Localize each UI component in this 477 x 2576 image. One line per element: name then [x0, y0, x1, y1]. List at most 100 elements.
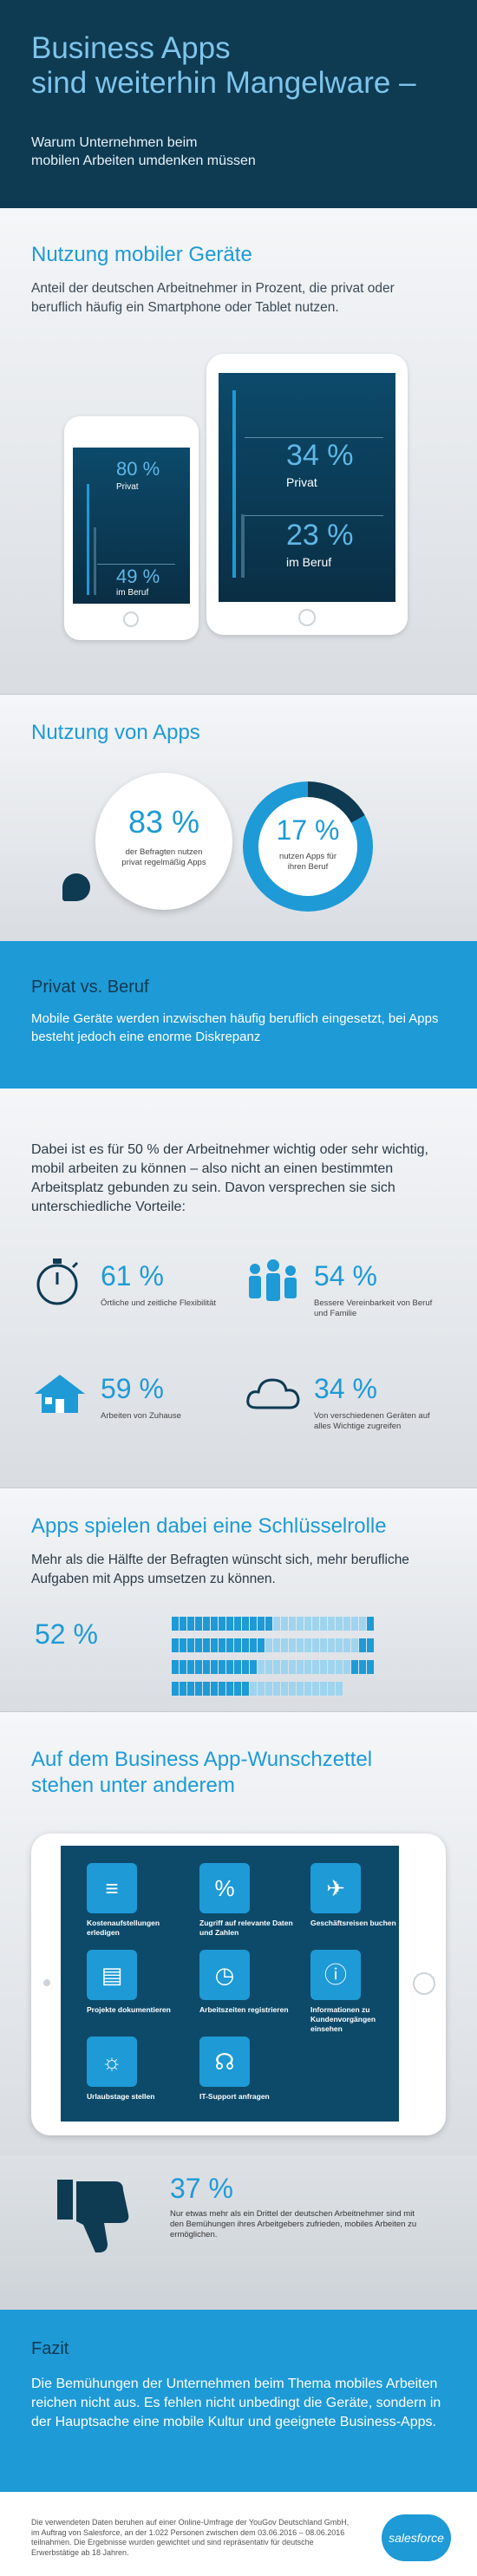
person-icon — [172, 1617, 179, 1631]
wishlist-app[interactable]: ☼ Urlaubstage stellen — [87, 2037, 182, 2102]
person-icon — [219, 1682, 225, 1696]
wishlist-app[interactable]: ⓘ Informationen zu Kundenvorgängen einseh… — [310, 1950, 406, 2034]
person-icon — [359, 1617, 366, 1631]
apps-section: Nutzung von Apps 83 % der Befragten nutz… — [0, 694, 477, 941]
person-icon — [172, 1682, 179, 1696]
person-icon — [343, 1638, 350, 1652]
person-icon — [289, 1617, 296, 1631]
person-icon — [242, 1638, 249, 1652]
family-icon — [249, 1259, 297, 1301]
benefit-text: Örtliche und zeitliche Flexibilität — [101, 1298, 217, 1308]
wishlist-app-label: Urlaubstage stellen — [87, 2092, 155, 2101]
person-icon — [289, 1638, 296, 1652]
person-icon — [242, 1660, 249, 1674]
person-icon — [180, 1617, 186, 1631]
smartphone-privat-bar — [87, 484, 89, 595]
person-icon — [281, 1682, 288, 1696]
person-icon — [203, 1617, 210, 1631]
person-icon — [234, 1660, 241, 1674]
person-icon — [367, 1660, 374, 1674]
page-subtitle: Warum Unternehmen beim mobilen Arbeiten … — [31, 134, 446, 170]
satisfaction-value: 37 % — [170, 2173, 233, 2204]
person-icon — [219, 1638, 225, 1652]
wishlist-tablet-home-button — [413, 1972, 435, 1995]
tablet-divider-1 — [245, 437, 383, 438]
person-icon — [219, 1660, 225, 1674]
person-icon — [328, 1660, 335, 1674]
person-icon — [297, 1660, 304, 1674]
person-icon — [226, 1682, 233, 1696]
person-icon — [265, 1682, 272, 1696]
salesforce-logo[interactable]: salesforce — [382, 2514, 451, 2561]
benefit-value: 59 % — [101, 1373, 164, 1404]
satisfaction-text: Nur etwas mehr als ein Drittel der deuts… — [170, 2209, 417, 2239]
ticket-icon: ✈ — [310, 1863, 361, 1913]
key-role-value: 52 % — [35, 1618, 98, 1650]
wishlist-app-label: Projekte dokumentieren — [87, 2005, 171, 2014]
document-icon: ≡ — [87, 1863, 137, 1913]
person-icon — [211, 1617, 218, 1631]
wishlist-app[interactable]: ◷ Arbeitszeiten registrieren — [199, 1950, 295, 2015]
page-title: Business Apps sind weiterhin Mangelware … — [31, 31, 446, 101]
person-icon — [180, 1682, 186, 1696]
key-role-title: Apps spielen dabei eine Schlüsselrolle — [31, 1514, 387, 1538]
person-icon — [297, 1682, 304, 1696]
person-icon — [211, 1682, 218, 1696]
person-icon — [273, 1682, 280, 1696]
wishlist-section: Auf dem Business App-Wunschzettel stehen… — [0, 1711, 477, 2155]
person-icon — [258, 1617, 265, 1631]
person-icon — [359, 1638, 366, 1652]
wishlist-app-label: Geschäftsreisen buchen — [310, 1919, 396, 1927]
person-icon — [250, 1617, 257, 1631]
business-apps-donut: 17 % nutzen Apps für ihren Beruf — [243, 781, 373, 912]
smartphone-divider — [97, 564, 175, 565]
person-icon — [281, 1638, 288, 1652]
person-icon — [297, 1638, 304, 1652]
person-icon — [211, 1660, 218, 1674]
clock-icon: ◷ — [199, 1950, 250, 2000]
people-grid — [172, 1617, 375, 1703]
person-icon — [336, 1638, 343, 1652]
devices-title: Nutzung mobiler Geräte — [31, 243, 252, 266]
wishlist-app[interactable]: ✈ Geschäftsreisen buchen — [310, 1863, 406, 1928]
person-icon — [187, 1638, 194, 1652]
person-icon — [336, 1682, 343, 1696]
person-icon — [242, 1682, 249, 1696]
person-icon — [312, 1638, 319, 1652]
wishlist-app[interactable]: ▤ Projekte dokumentieren — [87, 1950, 182, 2015]
tablet-beruf-value: 23 % — [286, 519, 354, 552]
smartphone-privat-value: 80 % — [116, 458, 160, 480]
wishlist-app[interactable]: % Zugriff auf relevante Daten und Zahlen — [199, 1863, 295, 1938]
thumbs-down-icon — [57, 2180, 129, 2252]
person-icon — [343, 1660, 350, 1674]
wishlist-app[interactable]: ≡ Kostenaufstellungen erledigen — [87, 1863, 182, 1938]
speech-bubble-tail — [62, 873, 90, 901]
tablet-beruf-bar — [241, 513, 245, 578]
person-icon — [258, 1660, 265, 1674]
devices-intro: Anteil der deutschen Arbeitnehmer in Pro… — [31, 281, 395, 315]
person-icon — [281, 1660, 288, 1674]
person-icon — [328, 1638, 335, 1652]
tablet-home-button — [298, 609, 316, 626]
business-apps-center: 17 % nutzen Apps für ihren Beruf — [258, 797, 357, 896]
person-icon — [351, 1617, 358, 1631]
private-apps-value: 83 % — [127, 804, 200, 840]
person-icon — [195, 1660, 202, 1674]
smartphone-beruf-bar — [94, 526, 96, 595]
person-icon — [367, 1617, 374, 1631]
person-icon — [320, 1660, 327, 1674]
tablet-privat-value: 34 % — [286, 439, 354, 472]
conclusion-section: Fazit Die Bemühungen der Unternehmen bei… — [0, 2310, 477, 2492]
person-icon — [172, 1660, 179, 1674]
benefits-intro: Dabei ist es für 50 % der Arbeitnehmer w… — [31, 1142, 428, 1214]
wishlist-app[interactable]: ☊ IT-Support anfragen — [199, 2037, 295, 2102]
tablet-privat-label: Privat — [286, 475, 317, 489]
tablet-screen: 34 % Privat 23 % im Beruf — [219, 373, 395, 602]
person-icon — [273, 1638, 280, 1652]
business-apps-text: nutzen Apps für ihren Beruf — [278, 852, 337, 872]
person-icon — [195, 1617, 202, 1631]
headset-icon: ☊ — [199, 2037, 250, 2087]
person-icon — [367, 1638, 374, 1652]
person-icon — [265, 1660, 272, 1674]
benefit-text: Von verschiedenen Geräten auf alles Wich… — [314, 1411, 430, 1431]
